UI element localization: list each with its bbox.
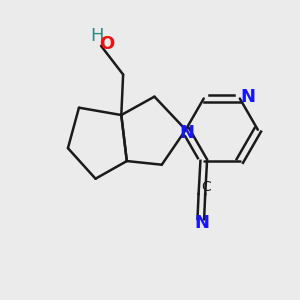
Text: N: N <box>194 214 209 232</box>
Text: N: N <box>240 88 255 106</box>
Text: C: C <box>201 181 211 194</box>
Text: H: H <box>91 26 104 44</box>
Text: N: N <box>179 124 194 142</box>
Text: O: O <box>99 35 115 53</box>
